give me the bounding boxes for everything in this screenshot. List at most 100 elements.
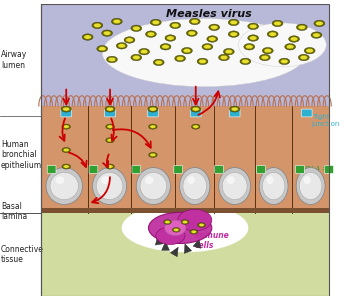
Ellipse shape (299, 172, 322, 200)
Ellipse shape (153, 59, 164, 66)
Ellipse shape (191, 106, 201, 112)
Ellipse shape (248, 35, 259, 41)
Text: Connective
tissue: Connective tissue (1, 245, 44, 264)
Ellipse shape (249, 24, 257, 28)
Ellipse shape (165, 220, 170, 224)
Polygon shape (193, 239, 201, 248)
FancyBboxPatch shape (325, 166, 333, 173)
Ellipse shape (122, 204, 248, 252)
Ellipse shape (264, 49, 271, 53)
Ellipse shape (170, 22, 181, 28)
Ellipse shape (107, 56, 117, 63)
Ellipse shape (166, 36, 174, 40)
FancyBboxPatch shape (229, 109, 240, 117)
Ellipse shape (180, 167, 210, 205)
Ellipse shape (248, 23, 259, 30)
FancyBboxPatch shape (295, 166, 304, 173)
Ellipse shape (165, 35, 176, 41)
Ellipse shape (186, 30, 197, 36)
Ellipse shape (281, 59, 288, 64)
Ellipse shape (313, 33, 320, 37)
Ellipse shape (113, 20, 121, 24)
Ellipse shape (131, 54, 142, 61)
Ellipse shape (287, 45, 294, 49)
Ellipse shape (136, 167, 171, 205)
Text: Measles virus: Measles virus (166, 9, 252, 19)
Ellipse shape (175, 55, 186, 62)
Ellipse shape (116, 43, 127, 49)
Ellipse shape (187, 176, 195, 184)
Ellipse shape (63, 165, 69, 168)
Ellipse shape (149, 212, 212, 244)
Ellipse shape (182, 47, 192, 54)
Ellipse shape (111, 18, 122, 25)
Ellipse shape (82, 34, 93, 40)
Ellipse shape (230, 20, 237, 25)
Ellipse shape (147, 32, 155, 36)
FancyBboxPatch shape (148, 109, 158, 117)
Ellipse shape (150, 153, 156, 157)
Ellipse shape (279, 58, 290, 64)
Ellipse shape (262, 172, 285, 200)
Ellipse shape (193, 125, 199, 128)
Ellipse shape (63, 125, 69, 128)
Ellipse shape (240, 58, 251, 64)
Ellipse shape (228, 19, 239, 26)
Ellipse shape (172, 227, 180, 232)
Ellipse shape (262, 47, 273, 54)
Ellipse shape (107, 139, 113, 142)
Ellipse shape (289, 36, 300, 42)
Ellipse shape (107, 125, 113, 128)
Ellipse shape (160, 44, 171, 50)
Ellipse shape (227, 176, 235, 184)
Ellipse shape (231, 107, 238, 111)
Ellipse shape (172, 23, 179, 28)
Ellipse shape (139, 48, 150, 55)
Ellipse shape (149, 152, 157, 158)
Ellipse shape (303, 176, 311, 184)
Ellipse shape (223, 48, 234, 55)
Ellipse shape (181, 220, 189, 224)
Ellipse shape (118, 44, 126, 48)
Ellipse shape (55, 176, 64, 184)
Ellipse shape (298, 25, 305, 29)
Ellipse shape (296, 167, 325, 205)
Ellipse shape (93, 167, 127, 205)
Bar (41, 106, 329, 213)
FancyBboxPatch shape (47, 166, 56, 173)
Ellipse shape (182, 220, 188, 224)
Ellipse shape (183, 172, 207, 200)
Ellipse shape (105, 106, 115, 112)
Ellipse shape (164, 220, 186, 236)
Ellipse shape (311, 32, 322, 38)
Ellipse shape (96, 172, 123, 200)
Ellipse shape (62, 148, 71, 152)
Ellipse shape (297, 24, 307, 31)
Ellipse shape (178, 209, 212, 231)
Ellipse shape (189, 18, 200, 25)
Ellipse shape (314, 20, 325, 27)
Ellipse shape (46, 167, 83, 205)
Ellipse shape (164, 220, 171, 224)
Ellipse shape (84, 35, 92, 39)
Ellipse shape (108, 57, 116, 62)
Ellipse shape (259, 167, 288, 205)
FancyBboxPatch shape (105, 109, 115, 117)
FancyBboxPatch shape (61, 109, 72, 117)
FancyBboxPatch shape (257, 166, 265, 173)
Ellipse shape (298, 54, 309, 61)
Ellipse shape (149, 124, 157, 129)
Ellipse shape (124, 37, 135, 43)
Text: Airway
lumen: Airway lumen (1, 50, 27, 70)
Bar (41, 213, 329, 296)
Ellipse shape (204, 45, 211, 49)
Ellipse shape (101, 176, 110, 184)
Ellipse shape (191, 230, 196, 233)
Ellipse shape (102, 30, 112, 36)
Ellipse shape (107, 165, 113, 168)
Text: Immune
cells: Immune cells (195, 231, 229, 250)
Ellipse shape (198, 223, 205, 227)
Ellipse shape (183, 49, 191, 53)
FancyBboxPatch shape (301, 109, 312, 117)
Ellipse shape (274, 21, 281, 26)
